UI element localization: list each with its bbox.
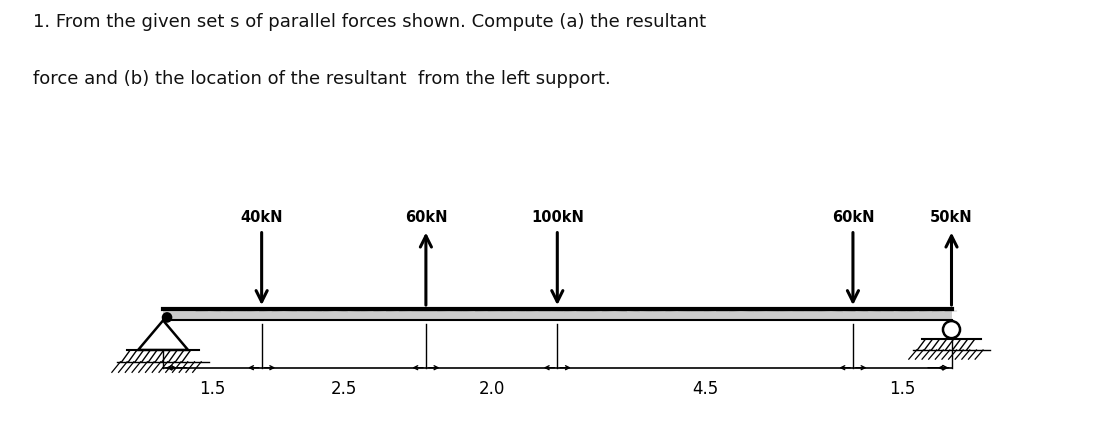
Text: 40kN: 40kN	[240, 210, 283, 225]
Text: 100kN: 100kN	[531, 210, 584, 225]
Bar	[163, 308, 951, 321]
Circle shape	[943, 321, 960, 338]
Polygon shape	[138, 321, 188, 350]
Text: 60kN: 60kN	[405, 210, 448, 225]
Text: 60kN: 60kN	[832, 210, 874, 225]
Text: 1. From the given set s of parallel forces shown. Compute (a) the resultant: 1. From the given set s of parallel forc…	[33, 13, 706, 31]
Text: 2.5: 2.5	[330, 379, 357, 398]
Text: 1.5: 1.5	[889, 379, 915, 398]
Text: 2.0: 2.0	[478, 379, 505, 398]
Circle shape	[162, 313, 171, 322]
Text: 1.5: 1.5	[200, 379, 226, 398]
Text: force and (b) the location of the resultant  from the left support.: force and (b) the location of the result…	[33, 70, 611, 88]
Text: 4.5: 4.5	[692, 379, 719, 398]
Text: 50kN: 50kN	[930, 210, 973, 225]
